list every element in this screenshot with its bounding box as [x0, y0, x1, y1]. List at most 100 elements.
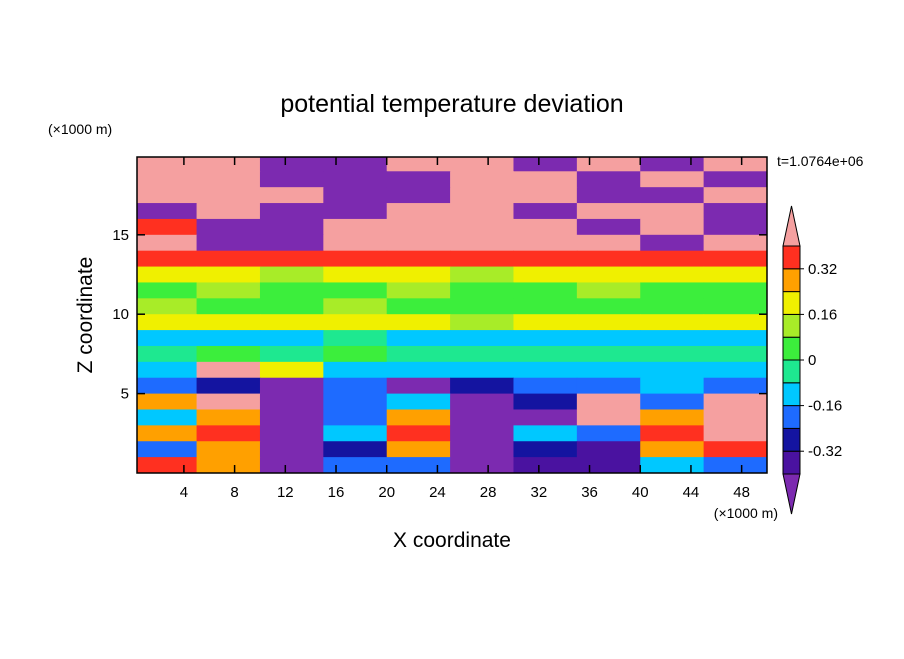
field-cell [259, 345, 324, 363]
time-annotation: t=1.0764e+06 [777, 153, 864, 169]
colorbar-box [782, 427, 801, 452]
field-cell [576, 425, 641, 442]
field-cell [137, 361, 198, 379]
field-cell [640, 425, 705, 442]
y-axis-label: Z coordinate [74, 257, 97, 374]
field-cell [386, 282, 451, 299]
field-cell [513, 250, 578, 268]
field-cell [137, 457, 198, 473]
field-cell [703, 218, 767, 236]
field-cell [323, 218, 388, 236]
field-cell [703, 187, 767, 204]
field-cell [513, 441, 578, 458]
field-cell [323, 361, 388, 379]
field-cell [137, 441, 198, 458]
field-cell [576, 282, 641, 299]
field-cell [323, 330, 388, 347]
field-cell [640, 171, 705, 188]
field-cell [513, 457, 578, 473]
field-cell [703, 157, 767, 172]
field-cell [323, 171, 388, 188]
field-cell [323, 250, 388, 268]
field-cell [703, 266, 767, 283]
colorbar-box [782, 359, 801, 384]
field-cell [576, 218, 641, 236]
field-cell [137, 218, 198, 236]
field-cell [513, 361, 578, 379]
field-cell [259, 441, 324, 458]
colorbar-box [782, 268, 801, 293]
x-tick-label: 8 [230, 484, 238, 501]
y-tick-label: 10 [112, 306, 129, 323]
field-cell [386, 298, 451, 315]
field-cell [196, 330, 261, 347]
field-cell [196, 409, 261, 426]
field-cell [323, 393, 388, 410]
colorbar-label: 0.32 [808, 261, 837, 278]
field-cell [640, 409, 705, 426]
field-cell [450, 441, 514, 458]
field-cell [196, 282, 261, 299]
field-cell [450, 250, 514, 268]
field-cell [640, 377, 705, 395]
field-cell [703, 203, 767, 220]
field-cell [259, 266, 324, 283]
field-cell [576, 234, 641, 252]
field-cell [450, 314, 514, 331]
field-cell [259, 457, 324, 473]
field-cell [640, 457, 705, 473]
field-cell [703, 298, 767, 315]
field-cell [386, 361, 451, 379]
field-cell [259, 377, 324, 395]
field-cell [703, 425, 767, 442]
field-cell [196, 441, 261, 458]
field-cell [386, 409, 451, 426]
field-cell [386, 157, 451, 172]
x-tick-label: 48 [733, 484, 750, 501]
field-cell [513, 314, 578, 331]
field-cell [196, 234, 261, 252]
field-cell [323, 457, 388, 473]
field-cell [259, 409, 324, 426]
field-cell [323, 298, 388, 315]
field-cell [576, 345, 641, 363]
field-cell [513, 157, 578, 172]
field-cell [196, 457, 261, 473]
field-cell [386, 457, 451, 473]
field-cell [703, 282, 767, 299]
field-cell [703, 409, 767, 426]
contour-field [137, 157, 767, 473]
field-cell [640, 203, 705, 220]
field-cell [513, 393, 578, 410]
field-cell [386, 203, 451, 220]
field-cell [323, 377, 388, 395]
field-cell [450, 425, 514, 442]
field-cell [137, 266, 198, 283]
field-cell [386, 377, 451, 395]
field-cell [323, 203, 388, 220]
field-cell [323, 345, 388, 363]
field-cell [137, 282, 198, 299]
field-cell [450, 266, 514, 283]
field-cell [703, 393, 767, 410]
field-cell [576, 441, 641, 458]
colorbar-box [782, 450, 801, 475]
colorbar-label: -0.16 [808, 398, 842, 415]
field-cell [513, 425, 578, 442]
field-cell [450, 187, 514, 204]
field-cell [640, 282, 705, 299]
field-cell [386, 393, 451, 410]
field-cell [576, 203, 641, 220]
x-tick-label: 24 [429, 484, 446, 501]
field-cell [386, 218, 451, 236]
field-cell [137, 298, 198, 315]
field-cell [450, 393, 514, 410]
field-cell [259, 314, 324, 331]
field-cell [196, 250, 261, 268]
field-cell [323, 266, 388, 283]
field-cell [386, 234, 451, 252]
field-cell [640, 266, 705, 283]
field-cell [450, 282, 514, 299]
field-cell [137, 250, 198, 268]
